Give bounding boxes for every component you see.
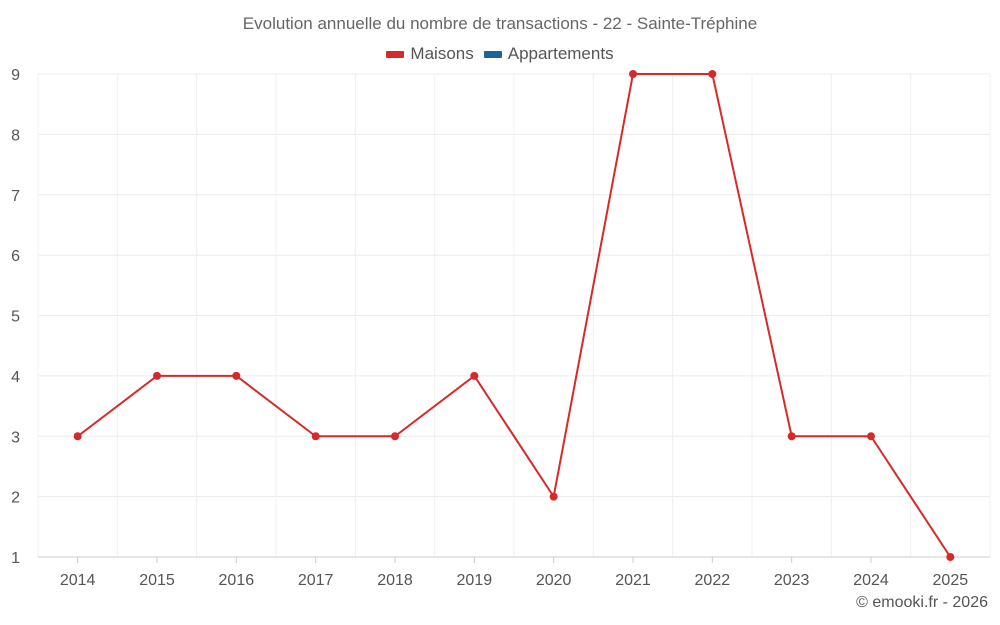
y-tick-label: 6 xyxy=(11,248,20,265)
data-point[interactable] xyxy=(549,492,558,501)
x-tick-label: 2019 xyxy=(457,572,493,589)
data-point[interactable] xyxy=(153,371,161,380)
axes xyxy=(38,556,990,563)
x-tick-label: 2020 xyxy=(536,572,572,589)
x-tick-label: 2022 xyxy=(695,572,731,589)
credit-text: © emooki.fr - 2026 xyxy=(856,594,988,611)
data-point[interactable] xyxy=(470,371,479,380)
legend-item-appartements[interactable]: Appartements xyxy=(483,44,614,64)
y-tick-label: 3 xyxy=(11,429,20,446)
grid xyxy=(37,73,991,557)
x-tick-label: 2015 xyxy=(139,572,175,589)
y-tick-label: 4 xyxy=(11,369,20,386)
data-point[interactable] xyxy=(867,432,875,441)
legend-item-maisons[interactable]: Maisons xyxy=(386,44,474,64)
series-line-maisons xyxy=(77,73,952,558)
x-tick-label: 2023 xyxy=(774,572,810,589)
x-tick-label: 2025 xyxy=(933,572,969,589)
chart-title: Evolution annuelle du nombre de transact… xyxy=(242,14,758,33)
x-tick-label: 2024 xyxy=(853,572,889,589)
y-tick-label: 2 xyxy=(11,490,20,507)
legend-swatch-maisons xyxy=(386,50,405,58)
data-point[interactable] xyxy=(629,70,637,78)
series xyxy=(73,70,955,561)
x-tick-label: 2014 xyxy=(60,572,96,589)
x-tick-label: 2017 xyxy=(298,572,334,589)
y-tick-label: 9 xyxy=(11,67,20,84)
y-tick-label: 1 xyxy=(11,550,20,567)
data-point[interactable] xyxy=(708,70,717,78)
tick-labels: 1 2 3 4 5 6 7 8 9 2014 2015 2016 2017 2018 2019 2020 202… xyxy=(11,67,968,589)
x-tick-label: 2018 xyxy=(377,572,413,589)
data-point[interactable] xyxy=(311,432,320,441)
legend: Maisons Appartements xyxy=(0,44,1000,64)
y-tick-label: 5 xyxy=(11,309,20,326)
x-tick-label: 2016 xyxy=(219,572,255,589)
y-tick-label: 8 xyxy=(11,127,20,144)
x-tick-label: 2021 xyxy=(615,572,651,589)
data-point[interactable] xyxy=(391,432,399,441)
y-tick-label: 7 xyxy=(11,188,20,205)
legend-label-maisons: Maisons xyxy=(410,44,474,63)
data-point[interactable] xyxy=(73,432,82,441)
legend-swatch-appartements xyxy=(483,50,502,58)
data-point[interactable] xyxy=(787,432,796,441)
data-point[interactable] xyxy=(946,553,955,561)
data-point[interactable] xyxy=(232,371,241,380)
legend-label-appartements: Appartements xyxy=(507,44,614,63)
